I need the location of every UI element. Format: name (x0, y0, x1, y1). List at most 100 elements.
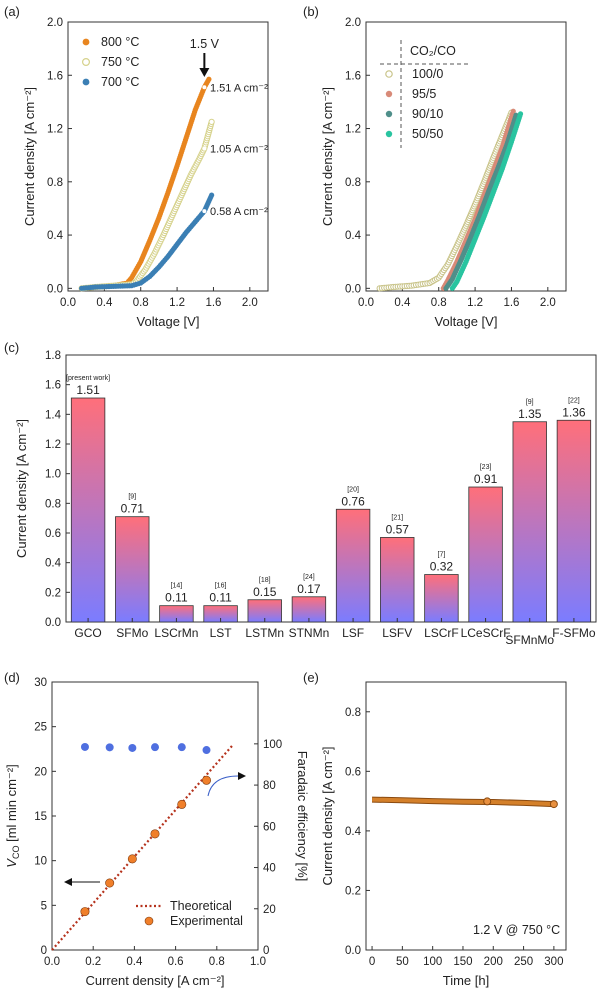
b-xtick-label: 0.4 (394, 297, 411, 309)
c-bar (335, 508, 371, 623)
d-x-axis-label: Current density [A cm⁻²] (85, 973, 224, 988)
d-experimental-point (80, 907, 90, 917)
b-legend-label: 50/50 (412, 127, 443, 141)
c-bar-ref-label: [20] (347, 486, 359, 493)
c-bar-ref-label: [9] (128, 494, 136, 501)
a-annotation-label: 1.51 A cm⁻² (210, 82, 268, 94)
d-experimental-point (177, 799, 187, 809)
c-bar (424, 574, 459, 623)
a-y-axis-label: Current density [A cm⁻²] (22, 87, 37, 226)
a-xtick-label: 1.2 (169, 297, 185, 309)
d-faradaic-point (202, 746, 211, 755)
c-bar-ref-label: [14] (171, 583, 183, 590)
a-series-0-point (206, 76, 212, 82)
a-annotation-label: 1.05 A cm⁻² (210, 144, 268, 156)
e-ytick-label: 0.4 (345, 826, 362, 838)
c-bar-value-label: 1.51 (76, 383, 100, 397)
c-bar-value-label: 0.11 (165, 591, 188, 605)
e-xtick-label: 50 (396, 956, 409, 968)
c-bar-value-label: 0.17 (297, 582, 321, 596)
d-right-ytick-label: 40 (263, 863, 276, 875)
b-ytick-label: 0.4 (345, 230, 362, 242)
c-category-label: LST (210, 626, 233, 640)
a-legend-label: 700 °C (101, 75, 139, 89)
d-xtick-label: 0.0 (44, 956, 60, 968)
panel-d: 0.0 0.2 0.4 0.6 0.8 1.00510152025300204060801… (4, 677, 310, 988)
c-category-label: LSCrMn (154, 626, 198, 640)
d-left-axis-arrowhead (64, 878, 72, 886)
b-legend-title: CO₂/CO (410, 44, 456, 58)
a-legend-label: 800 °C (101, 35, 139, 49)
c-bar (468, 486, 503, 623)
b-xtick-label: 1.6 (503, 297, 519, 309)
d-y-axis-label-right: Faradaic efficiency [%] (295, 751, 310, 882)
b-ytick-label: 0.8 (345, 177, 361, 189)
d-left-ytick-label: 25 (34, 722, 47, 734)
b-legend-label: 90/10 (412, 107, 443, 121)
d-experimental-point (105, 878, 115, 888)
c-ytick-label: 1.0 (45, 469, 61, 481)
d-left-ytick-label: 15 (34, 811, 47, 823)
c-bar-value-label: 0.76 (341, 494, 365, 508)
c-bar (380, 537, 415, 623)
d-y-axis-label-left: VCO [ml min cm⁻²] (4, 764, 21, 867)
d-y-label-sub: CO (11, 846, 21, 860)
a-x-axis-label: Voltage [V] (137, 314, 200, 329)
d-right-ytick-label: 0 (263, 945, 269, 957)
c-category-label: SFMnMo (505, 633, 554, 647)
d-experimental-point (202, 775, 212, 785)
d-xtick-label: 0.4 (126, 956, 143, 968)
c-category-label: LCeSCrF (461, 626, 511, 640)
c-ytick-label: 0.4 (45, 558, 62, 570)
b-legend-marker (385, 130, 393, 138)
panel-e: 0 50 100 150 200 250 300 0.0 0.2 0.4 0.6 0.8 Time [h… (320, 681, 567, 988)
e-y-axis-label: Current density [A cm⁻²] (320, 746, 335, 885)
a-legend-marker (82, 38, 90, 46)
a-xtick-label: 1.6 (205, 297, 221, 309)
c-bar-value-label: 1.36 (562, 405, 586, 419)
panel-d-tag: (d) (4, 670, 20, 685)
a-annotation-1p5v: 1.5 V (190, 37, 220, 51)
e-ytick-label: 0.8 (345, 707, 361, 719)
a-ytick-label: 1.6 (47, 70, 63, 82)
c-ytick-label: 0.6 (45, 528, 61, 540)
c-category-label: LSFV (382, 626, 412, 640)
c-category-label: STNMn (289, 626, 330, 640)
c-ytick-label: 1.2 (45, 439, 61, 451)
d-left-ytick-label: 30 (34, 677, 47, 689)
c-bar-value-label: 0.32 (430, 560, 454, 574)
c-bar-value-label: 0.71 (121, 502, 145, 516)
c-bar-value-label: 0.11 (209, 591, 232, 605)
d-xtick-label: 0.6 (168, 956, 184, 968)
e-ytick-label: 0.0 (345, 945, 361, 957)
d-right-ytick-label: 100 (263, 739, 282, 751)
b-series-1-point (510, 108, 516, 114)
d-right-axis-arrow (207, 775, 239, 797)
c-bar-ref-label: [7] (438, 552, 446, 559)
d-left-ytick-label: 10 (34, 856, 47, 868)
c-category-label: SFMo (116, 626, 148, 640)
b-xtick-label: 0.8 (431, 297, 447, 309)
panel-e-tag: (e) (303, 670, 319, 685)
d-faradaic-point (151, 743, 159, 752)
a-ytick-label: 1.2 (47, 124, 63, 136)
d-faradaic-point (128, 743, 137, 752)
b-legend-marker (385, 90, 393, 98)
e-xtick-label: 250 (514, 956, 533, 968)
b-legend-marker (385, 70, 393, 78)
c-ytick-label: 1.6 (45, 380, 61, 392)
d-experimental-point (150, 829, 160, 839)
c-ytick-label: 1.4 (45, 409, 62, 421)
b-ytick-label: 1.6 (345, 70, 361, 82)
d-faradaic-point (80, 742, 89, 751)
c-category-label: GCO (74, 626, 101, 640)
a-ytick-label: 0.4 (47, 230, 64, 242)
c-category-label: LSCrF (424, 626, 459, 640)
d-right-ytick-label: 80 (263, 780, 276, 792)
b-legend-label: 100/0 (412, 67, 443, 81)
a-marker-1p5v (202, 146, 207, 151)
d-left-ytick-label: 0 (41, 945, 47, 957)
d-xtick-label: 0.8 (209, 956, 225, 968)
e-xtick-label: 0 (369, 956, 375, 968)
a-ytick-label: 0.8 (47, 177, 63, 189)
